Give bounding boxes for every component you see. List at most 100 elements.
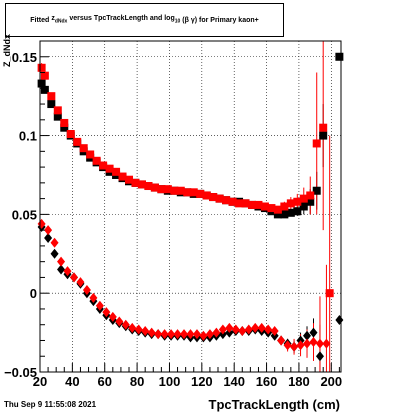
data-point-square	[312, 139, 321, 148]
data-point-diamond	[160, 329, 169, 340]
data-point-square	[306, 191, 315, 200]
data-point-diamond	[303, 338, 312, 349]
chart-title: Fitted zdNdx versus TpcTrackLength and l…	[5, 3, 284, 37]
data-point-diamond	[147, 327, 156, 338]
data-point-square	[170, 186, 179, 195]
x-tick-label: 100	[159, 374, 181, 389]
data-point-diamond	[69, 272, 78, 283]
data-point-diamond	[95, 300, 104, 311]
data-point-square	[260, 202, 269, 211]
data-point-square	[73, 137, 82, 146]
data-point-diamond	[82, 285, 91, 296]
data-point-diamond	[238, 326, 247, 337]
data-point-diamond	[322, 338, 331, 349]
data-point-square	[125, 175, 134, 184]
data-point-square	[53, 106, 62, 115]
data-point-square	[319, 131, 328, 140]
data-point-square	[150, 183, 159, 192]
data-point-diamond	[257, 322, 266, 333]
data-point-square	[37, 79, 46, 88]
data-point-diamond	[309, 337, 318, 348]
timestamp: Thu Sep 9 11:55:08 2021	[4, 400, 97, 409]
data-point-square	[131, 178, 140, 187]
data-point-square	[196, 189, 205, 198]
y-tick-label: 0.05	[12, 207, 37, 222]
data-point-diamond	[315, 338, 324, 349]
data-point-square	[53, 112, 62, 121]
data-point-square	[137, 180, 146, 189]
data-point-square	[306, 197, 315, 206]
axis-ticks	[39, 40, 340, 373]
data-point-square	[105, 164, 114, 173]
data-point-diamond	[283, 340, 292, 351]
data-point-square	[215, 194, 224, 203]
data-point-diamond	[212, 327, 221, 338]
data-point-square	[144, 182, 153, 191]
x-tick-label: 60	[97, 374, 111, 389]
data-point-diamond	[270, 326, 279, 337]
data-point-diamond	[102, 307, 111, 318]
data-point-square	[99, 161, 108, 170]
data-point-diamond	[264, 324, 273, 335]
data-point-square	[280, 210, 289, 219]
data-point-square	[241, 199, 250, 208]
data-point-diamond	[76, 277, 85, 288]
data-point-square	[286, 199, 295, 208]
data-point-diamond	[121, 319, 130, 330]
data-point-diamond	[154, 329, 163, 340]
x-tick-label: 160	[256, 374, 278, 389]
data-point-square	[286, 208, 295, 217]
x-tick-label: 200	[320, 374, 342, 389]
data-point-square	[163, 185, 172, 194]
title-suffix: (β γ) for Primary kaon+	[182, 16, 259, 24]
y-tick-label: 0.15	[12, 50, 37, 65]
data-point-diamond	[251, 322, 260, 333]
x-tick-label: 180	[288, 374, 310, 389]
data-point-diamond	[205, 329, 214, 340]
data-point-square	[247, 200, 256, 209]
data-point-diamond	[63, 266, 72, 277]
data-point-diamond	[50, 248, 59, 259]
data-point-square	[37, 63, 46, 72]
data-point-square	[273, 210, 282, 219]
data-point-square	[157, 185, 166, 194]
title-var: zdNdx	[51, 15, 68, 25]
data-point-diamond	[225, 322, 234, 333]
data-point-diamond	[44, 225, 53, 236]
data-point-square	[222, 196, 231, 205]
data-point-diamond	[134, 324, 143, 335]
data-point-square	[335, 52, 344, 61]
data-point-diamond	[231, 324, 240, 335]
data-point-square	[176, 186, 185, 195]
data-point-diamond	[303, 330, 312, 341]
plot-frame	[39, 40, 342, 373]
title-middle: versus TpcTrackLength and log10	[69, 15, 181, 25]
data-point-diamond	[199, 330, 208, 341]
data-point-square	[189, 188, 198, 197]
data-point-diamond	[180, 329, 189, 340]
y-tick-label: 0	[30, 286, 37, 301]
data-point-square	[273, 205, 282, 214]
data-point-square	[267, 204, 276, 213]
data-point-square	[92, 156, 101, 165]
x-tick-label: 80	[130, 374, 144, 389]
data-point-diamond	[296, 340, 305, 351]
data-markers	[37, 52, 344, 362]
data-point-square	[209, 193, 218, 202]
data-point-square	[299, 194, 308, 203]
data-point-diamond	[57, 256, 66, 267]
x-tick-label: 20	[33, 374, 47, 389]
data-point-square	[293, 207, 302, 216]
data-point-diamond	[89, 292, 98, 303]
y-tick-label: −0.05	[4, 365, 37, 380]
data-point-diamond	[44, 233, 53, 244]
data-point-diamond	[57, 264, 66, 275]
data-point-square	[325, 289, 334, 298]
y-tick-label: 0.1	[19, 129, 37, 144]
data-point-square	[47, 100, 56, 109]
data-point-diamond	[167, 329, 176, 340]
data-point-diamond	[108, 311, 117, 322]
data-point-diamond	[186, 329, 195, 340]
data-point-square	[235, 199, 244, 208]
data-point-diamond	[290, 341, 299, 352]
